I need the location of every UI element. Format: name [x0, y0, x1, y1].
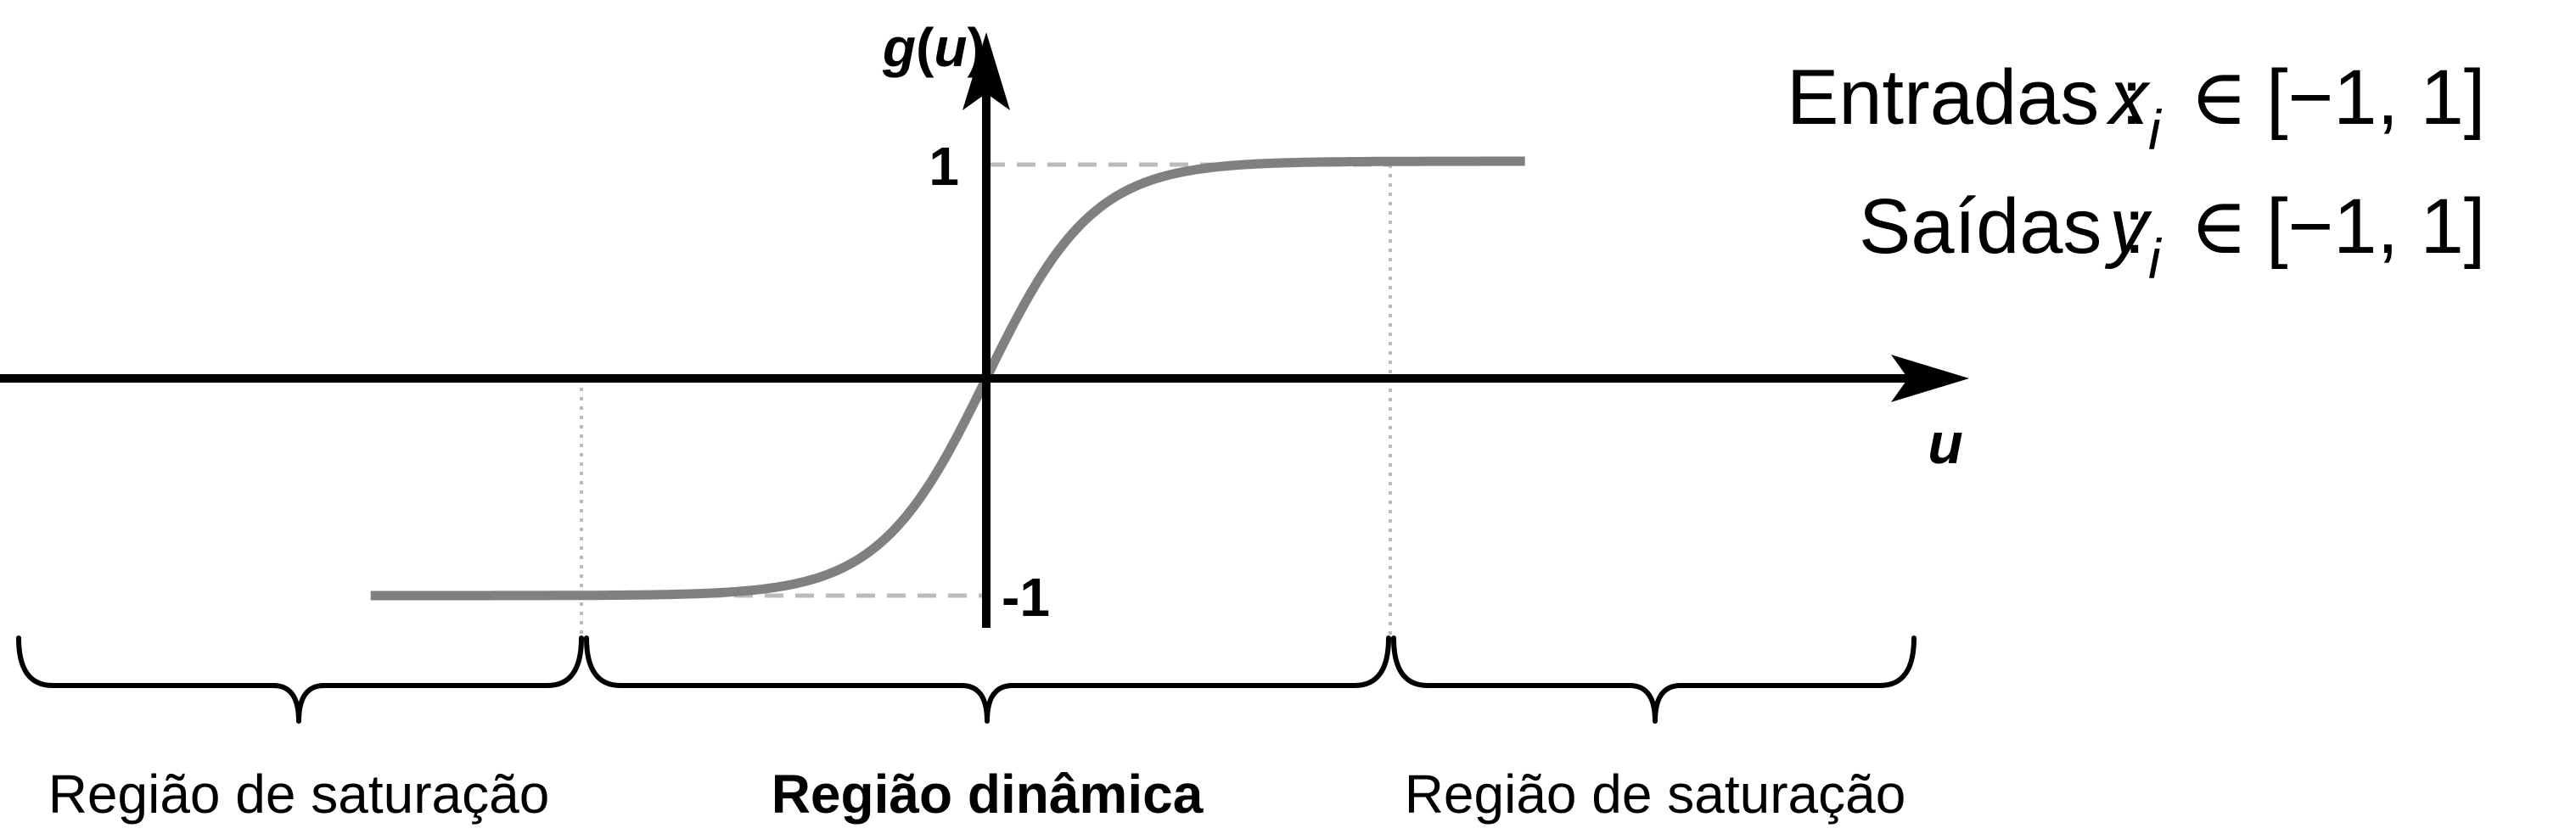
y-axis-arrowhead [962, 32, 1010, 110]
right-region-label: Região de saturação [1405, 764, 1906, 825]
inputs-var: x [2106, 54, 2151, 141]
y-label-variable: u [934, 17, 967, 78]
middle-region-label: Região dinâmica [772, 764, 1204, 825]
y-axis-label: g(u) [882, 17, 985, 78]
outputs-sub: i [2148, 227, 2163, 290]
outputs-domain-note: Saídas : yi ∈ [−1, 1] [1859, 183, 2485, 290]
outputs-relation: ∈ [2190, 183, 2248, 270]
inputs-label: Entradas : [1787, 54, 2142, 141]
y-label-open-paren: ( [916, 17, 934, 78]
x-axis-label: u [1928, 411, 1963, 476]
outputs-label: Saídas : [1859, 183, 2146, 270]
x-axis-arrowhead [1891, 355, 1969, 402]
left-region-brace [16, 635, 584, 724]
tick-label-upper: 1 [929, 136, 959, 197]
inputs-domain-note: Entradas : xi ∈ [−1, 1] [1787, 54, 2485, 161]
inputs-sub: i [2148, 98, 2163, 161]
y-label-close-paren: ) [968, 17, 985, 78]
y-label-function: g [882, 17, 916, 78]
inputs-interval: [−1, 1] [2266, 54, 2485, 141]
inputs-relation: ∈ [2190, 54, 2248, 141]
left-region-label: Região de saturação [48, 764, 550, 825]
tick-label-lower: -1 [1002, 567, 1050, 628]
outputs-interval: [−1, 1] [2266, 183, 2485, 270]
middle-region-brace [584, 635, 1391, 724]
tanh-curve [370, 156, 1525, 601]
outputs-var: y [2104, 183, 2152, 270]
right-region-brace [1391, 635, 1917, 724]
